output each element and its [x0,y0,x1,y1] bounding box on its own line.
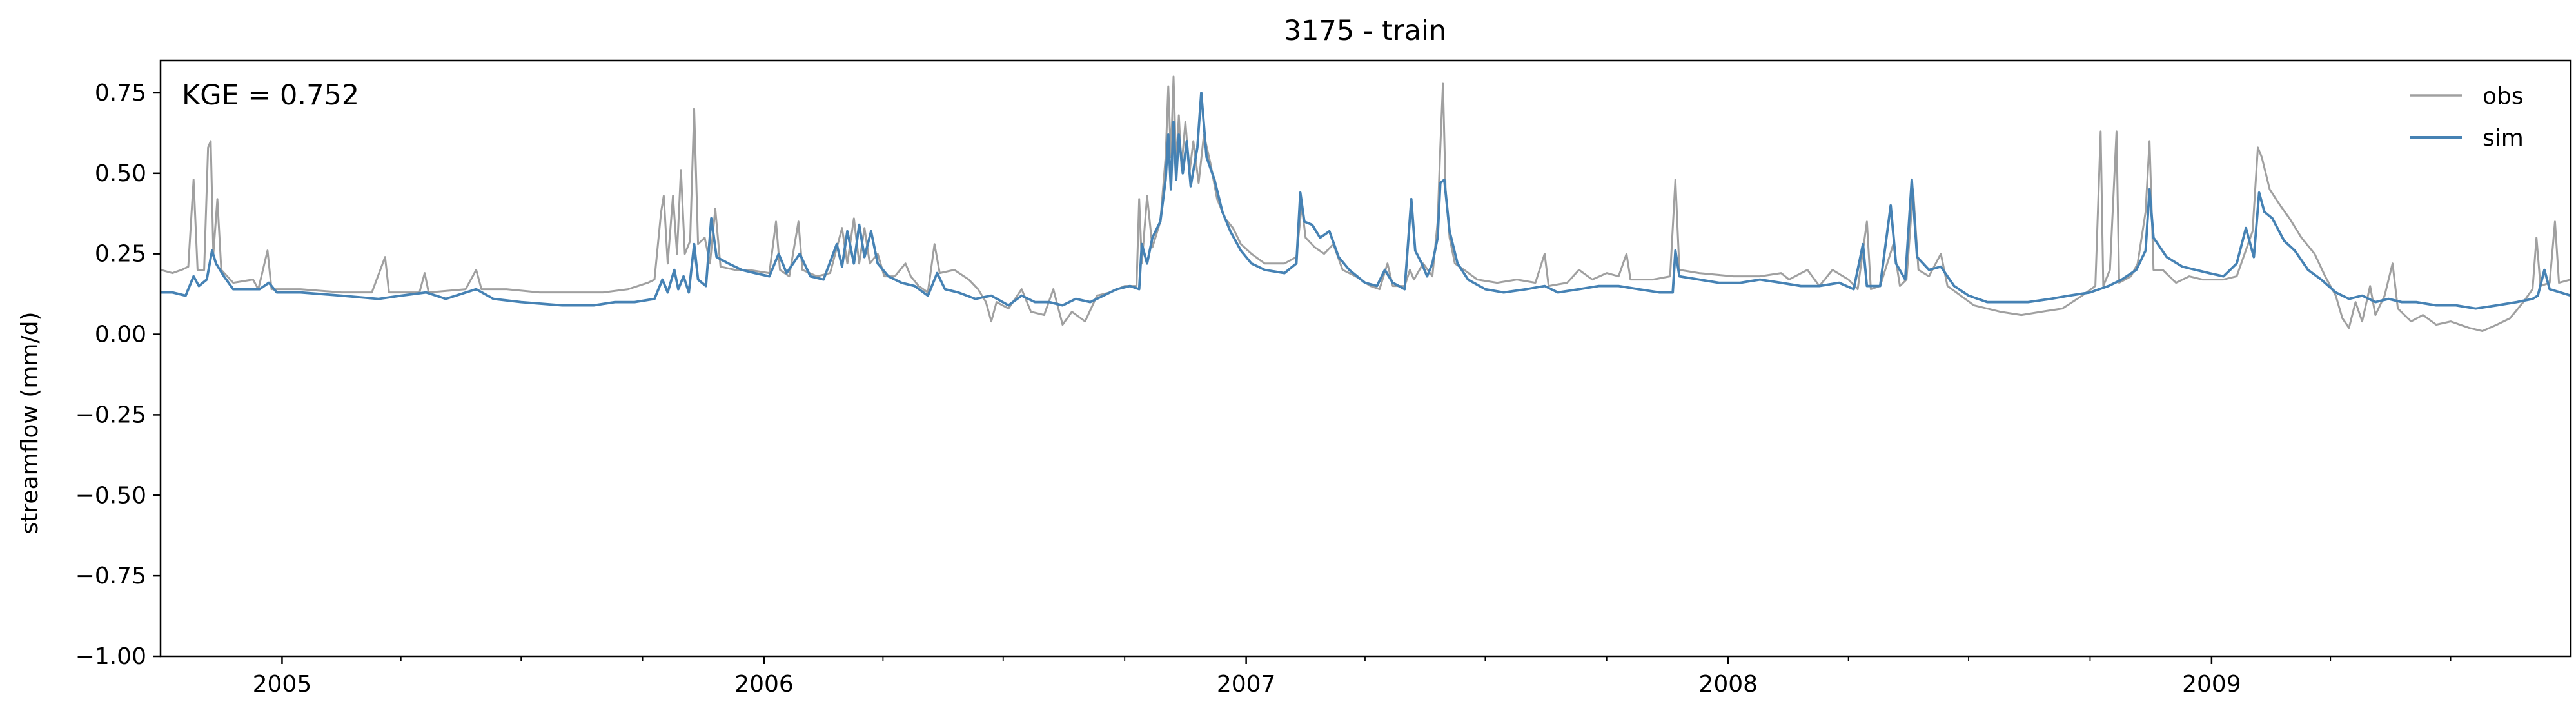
series-line-sim [161,91,2571,310]
y-tick-label: −1.00 [75,643,146,670]
series-line-obs [161,75,2571,332]
axes-frame [159,59,2572,658]
x-tick-label: 2008 [1698,671,1758,698]
plot-area: 0.75 0.50 0.25 0.00 −0.25 −0.50 −0.75 −1.00 2005… [75,75,2571,698]
chart-title: 3175 - train [1284,15,1446,47]
legend-label-obs: obs [2483,83,2524,110]
y-tick-label: −0.75 [75,563,146,589]
x-tick-label: 2005 [253,671,312,698]
y-tick-label: 0.25 [95,241,146,268]
x-tick-label: 2006 [734,671,794,698]
x-tick-label: 2009 [2182,671,2241,698]
y-tick-label: −0.25 [75,402,146,428]
y-tick-label: 0.00 [95,322,146,348]
y-tick-label: −0.50 [75,482,146,509]
y-axis-label: streamflow (mm/d) [17,312,43,534]
y-tick-label: 0.75 [95,80,146,106]
y-tick-label: 0.50 [95,161,146,187]
legend-label-sim: sim [2483,125,2524,152]
x-tick-label: 2007 [1217,671,1276,698]
legend: obs sim [2410,83,2524,152]
kge-annotation: KGE = 0.752 [182,79,359,112]
